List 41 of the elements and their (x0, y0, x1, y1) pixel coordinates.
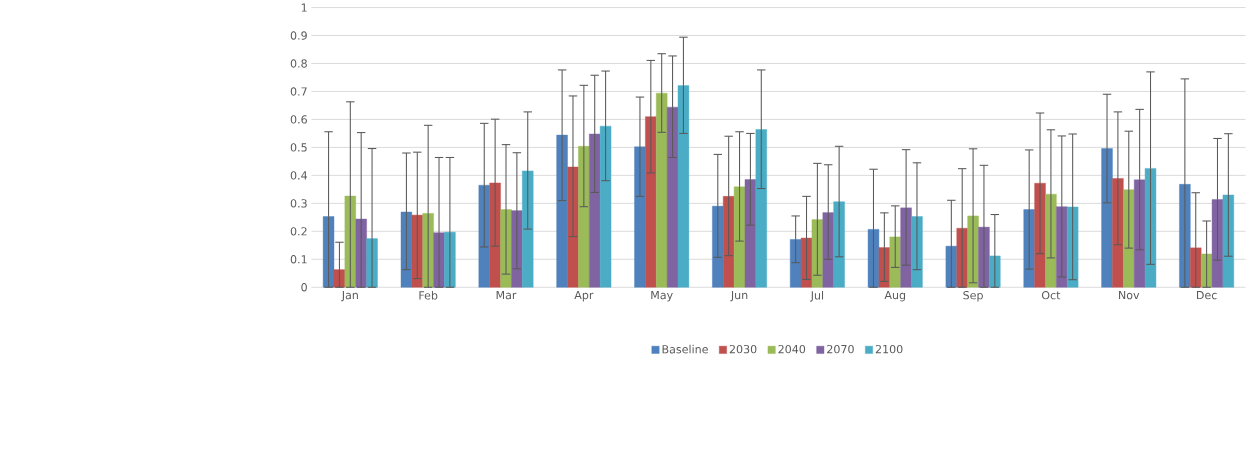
legend-label: Baseline (662, 344, 708, 354)
legend-label: 2030 (729, 344, 757, 354)
y-tick-label: 0.8 (290, 59, 307, 68)
bar (1101, 148, 1113, 288)
y-tick-label: 0.2 (290, 227, 307, 236)
y-tick-label: 0.4 (290, 171, 308, 180)
x-tick-label: Dec (1196, 290, 1217, 300)
legend-label: 2040 (778, 344, 806, 354)
x-tick-label: Jan (341, 290, 358, 302)
y-tick-label: 0 (301, 283, 307, 292)
x-tick-label: Jul (810, 290, 824, 302)
bar (634, 146, 646, 288)
x-tick-label: Sep (963, 290, 983, 302)
bar (755, 129, 767, 288)
y-tick-label: 0.3 (290, 199, 307, 208)
x-tick-label: Feb (419, 290, 438, 300)
bar (666, 106, 679, 288)
y-tick-label: 1 (301, 3, 307, 12)
legend-label: 2100 (875, 344, 903, 354)
y-tick-label: 0.1 (290, 255, 307, 264)
legend-label: 2070 (827, 344, 854, 354)
bar (599, 125, 612, 288)
x-tick-label: Aug (884, 290, 906, 302)
bar (677, 85, 690, 288)
bar (589, 133, 601, 288)
x-tick-label: Mar (496, 290, 517, 300)
y-tick-label: 0.7 (290, 87, 307, 96)
x-tick-label: May (651, 290, 673, 302)
y-tick-label: 0.9 (290, 31, 307, 40)
y-tick-label: 0.5 (290, 143, 307, 152)
x-tick-label: Jun (730, 290, 748, 302)
x-tick-label: Nov (1119, 290, 1140, 300)
y-tick-label: 0.6 (290, 115, 307, 124)
bar (578, 146, 590, 288)
x-tick-label: Apr (574, 290, 594, 302)
bar (556, 134, 568, 288)
bar (522, 170, 534, 288)
x-tick-label: Oct (1041, 290, 1061, 300)
bar (744, 179, 757, 288)
bar (645, 116, 657, 288)
bar (656, 92, 668, 288)
